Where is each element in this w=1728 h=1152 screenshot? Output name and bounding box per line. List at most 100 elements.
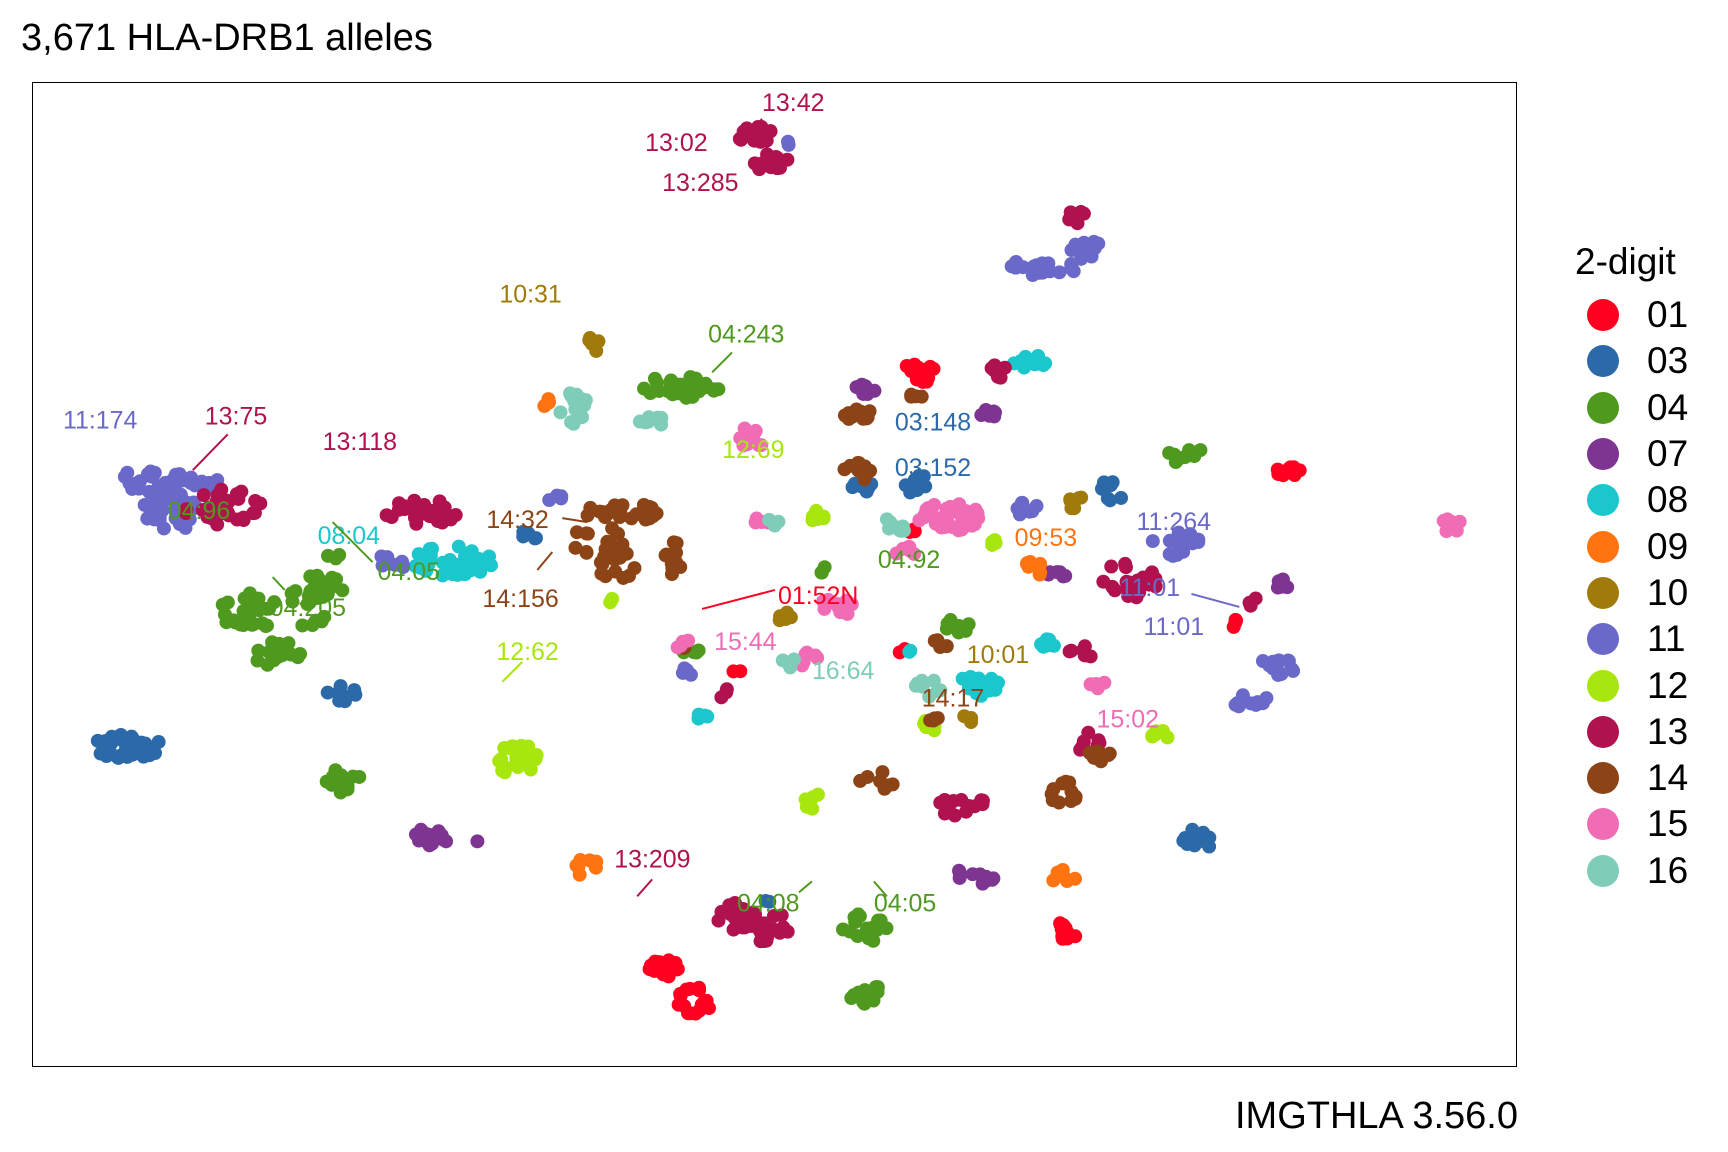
point-04	[961, 617, 976, 632]
point-09	[1019, 556, 1034, 571]
point-11	[1052, 265, 1067, 280]
legend-item-16: 16	[1575, 848, 1725, 894]
point-11	[396, 560, 411, 575]
point-13	[1118, 560, 1133, 575]
point-04	[652, 383, 667, 398]
point-03	[1188, 833, 1203, 848]
point-15	[828, 596, 843, 611]
point-12	[1147, 727, 1162, 742]
point-10	[1063, 492, 1078, 507]
point-16	[883, 515, 898, 530]
point-14	[1055, 776, 1070, 791]
plot-panel: 13:42 13:02 13:285 10:31 04:243 11:174 13:75 13…	[32, 82, 1517, 1067]
point-13	[195, 503, 210, 518]
point-01	[1226, 619, 1241, 634]
legend-label: 13	[1647, 710, 1689, 752]
point-04	[281, 636, 296, 651]
point-08	[955, 671, 970, 686]
legend-label: 15	[1647, 803, 1689, 845]
annotation-label: 08:04	[318, 522, 381, 550]
point-14	[857, 472, 872, 487]
point-16	[564, 389, 579, 404]
point-15	[810, 650, 825, 665]
point-14	[843, 458, 858, 473]
point-03	[898, 478, 913, 493]
annotation-label: 04:05	[378, 558, 440, 586]
point-13	[231, 491, 246, 506]
point-07	[858, 379, 873, 394]
annotation-label: 11:01	[1120, 574, 1181, 602]
point-01	[697, 994, 712, 1009]
point-12	[603, 595, 618, 610]
legend-swatch	[1587, 345, 1619, 378]
point-13	[212, 489, 227, 504]
point-09	[589, 854, 604, 869]
point-14	[637, 498, 652, 513]
point-04	[301, 589, 316, 604]
point-09	[1060, 874, 1074, 889]
annotation-label: 04:243	[708, 320, 784, 348]
annotations-layer: 13:42 13:02 13:285 10:31 04:243 11:174 13:75 13…	[63, 89, 1240, 917]
point-12	[494, 752, 509, 767]
point-16	[915, 679, 930, 694]
point-08	[483, 558, 498, 573]
annotation-leader-line	[562, 517, 588, 524]
annotation-label: 12:62	[496, 638, 558, 666]
point-11	[1248, 697, 1263, 712]
point-15	[937, 512, 952, 527]
legend-swatch	[1587, 669, 1619, 702]
point-13	[744, 913, 759, 928]
point-13	[987, 358, 1002, 373]
point-11	[550, 488, 564, 503]
point-01	[726, 664, 741, 679]
point-11	[1168, 533, 1183, 548]
point-01	[907, 524, 922, 539]
point-04	[295, 618, 310, 633]
scatter-plot: 13:42 13:02 13:285 10:31 04:243 11:174 13:75 13…	[63, 89, 1467, 1021]
annotation-label: 16:64	[812, 657, 875, 685]
point-13	[961, 798, 976, 813]
annotation-leader-line	[711, 351, 733, 374]
point-13	[760, 929, 775, 944]
point-14	[627, 561, 642, 576]
point-15	[1452, 514, 1467, 529]
point-04	[288, 584, 303, 599]
point-15	[921, 500, 936, 515]
point-14	[860, 770, 875, 784]
point-04	[691, 643, 706, 658]
annotation-label: 11:01	[1144, 613, 1205, 641]
point-14	[615, 498, 630, 513]
legend-swatch	[1587, 715, 1619, 748]
point-14	[569, 525, 584, 540]
point-11	[1286, 663, 1301, 678]
point-13	[1076, 206, 1091, 221]
point-14	[665, 561, 680, 575]
point-07	[470, 834, 485, 849]
caption: IMGTHLA 3.56.0	[1234, 1095, 1518, 1137]
point-13	[409, 511, 424, 526]
point-13	[974, 793, 989, 808]
point-03	[762, 894, 777, 909]
annotation-leader-line	[192, 433, 229, 471]
legend-label: 08	[1647, 479, 1689, 521]
point-03	[1103, 493, 1118, 508]
legend-label: 09	[1647, 525, 1689, 567]
annotation-label: 04:05	[874, 889, 936, 917]
point-14	[593, 555, 608, 570]
point-09	[569, 858, 584, 873]
point-11	[780, 134, 795, 149]
point-01	[1281, 461, 1296, 476]
point-15	[748, 423, 763, 438]
annotation-label: 13:42	[762, 89, 824, 117]
point-01	[688, 1006, 703, 1021]
point-11	[675, 665, 690, 680]
point-14	[904, 389, 919, 404]
point-04	[857, 983, 872, 998]
point-04	[260, 657, 275, 672]
annotation-label: 13:75	[205, 402, 267, 430]
point-04	[861, 931, 876, 946]
point-07	[952, 870, 967, 885]
point-16	[771, 514, 786, 529]
point-08	[473, 564, 488, 579]
point-12	[806, 790, 821, 805]
